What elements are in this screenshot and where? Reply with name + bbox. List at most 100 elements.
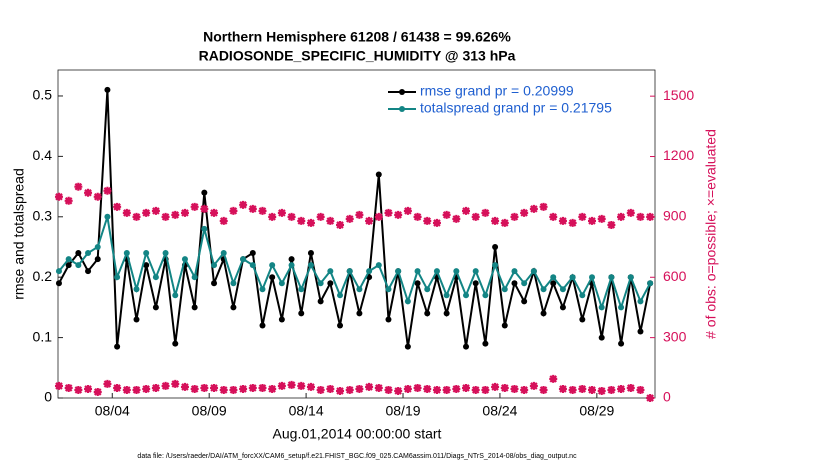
series-marker <box>472 280 479 287</box>
series-marker <box>540 310 547 317</box>
series-marker <box>191 304 198 311</box>
y-tick-label: 0.2 <box>33 268 53 284</box>
obs-count-marker <box>326 384 335 393</box>
obs-count-marker <box>132 212 141 221</box>
obs-count-marker <box>277 208 286 217</box>
obs-count-marker <box>549 212 558 221</box>
obs-count-marker <box>365 382 374 391</box>
series-marker <box>424 286 431 293</box>
y-axis-label: rmse and totalspread <box>11 168 27 300</box>
obs-count-marker <box>297 216 306 225</box>
series-marker <box>288 256 295 263</box>
obs-count-marker <box>510 212 519 221</box>
series-marker <box>375 262 382 269</box>
series-marker <box>172 340 179 347</box>
series-marker <box>559 304 566 311</box>
series-marker <box>278 280 285 287</box>
series-marker <box>395 268 402 275</box>
obs-count-marker <box>529 204 538 213</box>
x-tick-label: 08/24 <box>482 403 517 419</box>
series-marker <box>579 292 586 299</box>
obs-count-marker <box>210 383 219 392</box>
series-marker <box>65 256 72 263</box>
obs-count-marker <box>229 206 238 215</box>
x-tick-label: 08/04 <box>95 403 130 419</box>
obs-count-marker <box>491 382 500 391</box>
obs-count-marker <box>365 216 374 225</box>
series-marker <box>443 292 450 299</box>
series-marker <box>114 343 121 350</box>
obs-count-marker <box>384 385 393 394</box>
series-marker <box>230 304 237 311</box>
obs-count-marker <box>442 385 451 394</box>
obs-count-marker <box>180 382 189 391</box>
y2-tick-label: 900 <box>663 208 687 224</box>
obs-count-marker <box>345 385 354 394</box>
series-marker <box>385 286 392 293</box>
obs-count-marker <box>93 192 102 201</box>
y-tick-label: 0 <box>44 389 52 405</box>
obs-count-marker <box>374 212 383 221</box>
series-marker <box>317 280 324 287</box>
obs-count-marker <box>142 384 151 393</box>
obs-count-marker <box>336 386 345 395</box>
series-marker <box>201 189 208 196</box>
series-marker <box>240 256 247 263</box>
series-marker <box>472 268 479 275</box>
series-marker <box>123 250 130 257</box>
obs-count-marker <box>287 380 296 389</box>
obs-count-marker <box>617 384 626 393</box>
series-marker <box>94 243 101 250</box>
obs-count-marker <box>394 386 403 395</box>
series-marker <box>404 343 411 350</box>
obs-count-marker <box>151 383 160 392</box>
series-marker <box>211 262 218 269</box>
x-tick-label: 08/19 <box>385 403 420 419</box>
obs-count-marker <box>316 212 325 221</box>
obs-count-marker <box>423 384 432 393</box>
obs-count-marker <box>510 384 519 393</box>
y2-tick-label: 0 <box>663 389 671 405</box>
series-marker <box>598 304 605 311</box>
series-marker <box>201 225 208 232</box>
obs-count-marker <box>452 384 461 393</box>
y-tick-label: 0.1 <box>33 328 53 344</box>
series-marker <box>317 298 324 305</box>
obs-count-marker <box>636 385 645 394</box>
series-marker <box>618 304 625 311</box>
series-marker <box>75 262 82 269</box>
obs-count-marker <box>64 383 73 392</box>
series-marker <box>463 343 470 350</box>
series-marker <box>346 268 353 275</box>
obs-count-marker <box>258 383 267 392</box>
series-marker <box>133 316 140 323</box>
obs-count-marker <box>297 381 306 390</box>
series-marker <box>220 250 227 257</box>
obs-count-marker <box>113 383 122 392</box>
obs-count-marker <box>607 220 616 229</box>
obs-count-marker <box>549 374 558 383</box>
series-marker <box>85 250 92 257</box>
series-marker <box>65 262 72 269</box>
obs-count-marker <box>132 385 141 394</box>
y-tick-label: 0.3 <box>33 207 53 223</box>
legend-label: totalspread grand pr = 0.21795 <box>420 100 612 116</box>
obs-count-marker <box>113 202 122 211</box>
series-marker <box>288 262 295 269</box>
obs-count-marker <box>316 385 325 394</box>
series-marker <box>627 274 634 281</box>
series-marker <box>114 274 121 281</box>
obs-count-marker <box>588 385 597 394</box>
obs-count-marker <box>617 212 626 221</box>
series-marker <box>385 316 392 323</box>
series-marker <box>85 268 92 275</box>
series-marker <box>337 292 344 299</box>
obs-count-marker <box>64 196 73 205</box>
obs-count-marker <box>558 384 567 393</box>
obs-count-marker <box>607 385 616 394</box>
obs-count-marker <box>568 385 577 394</box>
obs-count-marker <box>161 381 170 390</box>
obs-count-marker <box>268 384 277 393</box>
obs-count-marker <box>161 212 170 221</box>
